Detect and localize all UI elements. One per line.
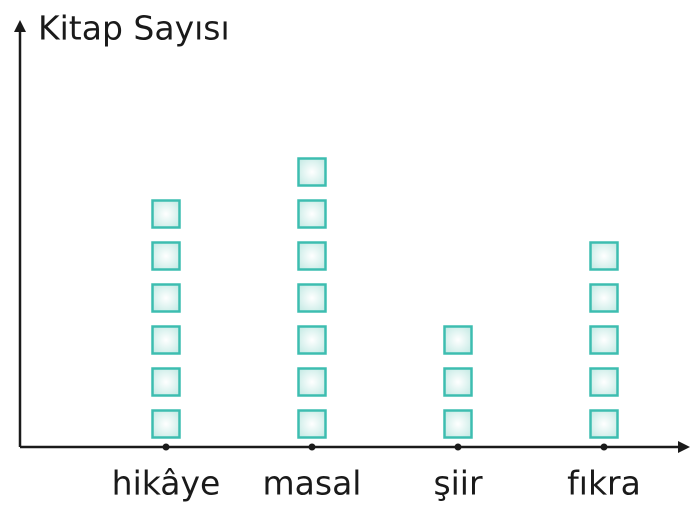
x-tick-label: şiir <box>433 464 483 503</box>
pictogram-square <box>443 325 473 355</box>
pictogram-square <box>589 325 619 355</box>
pictogram-square <box>443 409 473 439</box>
pictogram-square <box>151 283 181 313</box>
pictogram-square <box>151 367 181 397</box>
pictogram-square <box>297 367 327 397</box>
x-tick-label: hikâye <box>112 464 221 503</box>
pictogram-square <box>589 367 619 397</box>
pictogram-square <box>589 409 619 439</box>
x-tick-dot <box>600 443 608 451</box>
x-axis-arrow <box>678 441 690 453</box>
x-tick-dot <box>162 443 170 451</box>
y-axis-arrow <box>14 20 26 32</box>
y-axis-label: Kitap Sayısı <box>38 9 230 48</box>
pictogram-square <box>151 409 181 439</box>
pictogram-square <box>151 199 181 229</box>
pictogram-square <box>443 367 473 397</box>
pictogram-square <box>589 283 619 313</box>
pictogram-square <box>151 325 181 355</box>
x-tick-label: masal <box>263 464 362 503</box>
x-tick-label: fıkra <box>567 464 641 503</box>
pictogram-square <box>297 241 327 271</box>
pictogram-square <box>297 199 327 229</box>
pictogram-square <box>297 325 327 355</box>
pictogram-square <box>297 409 327 439</box>
pictogram-square <box>151 241 181 271</box>
pictogram-square <box>297 283 327 313</box>
pictogram-square <box>297 157 327 187</box>
pictogram-square <box>589 241 619 271</box>
x-tick-dot <box>454 443 462 451</box>
x-tick-dot <box>308 443 316 451</box>
